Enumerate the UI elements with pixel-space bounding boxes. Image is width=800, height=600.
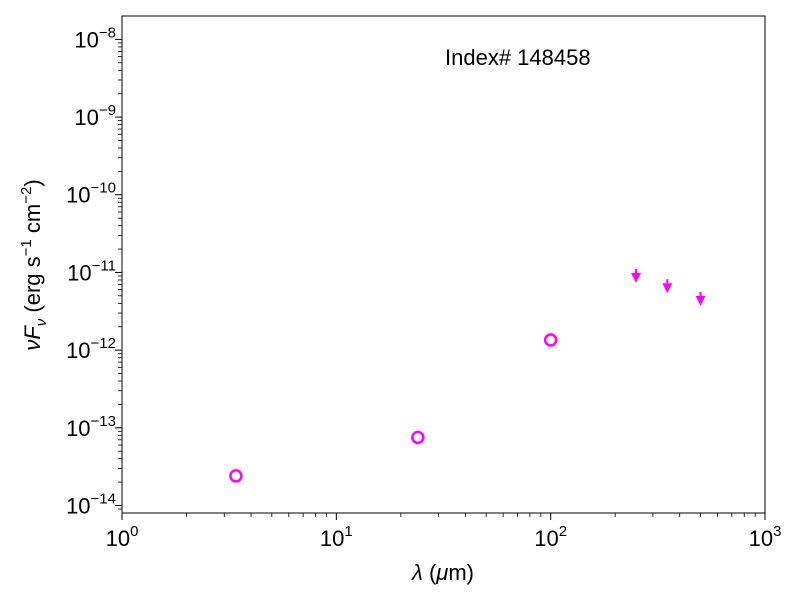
axis-ticks: 100 101 102 103 10−14 10−13 10−12 10−11 10−10 10−… bbox=[66, 24, 781, 551]
y-tick-label: 10−11 bbox=[67, 257, 116, 285]
detection-point bbox=[229, 469, 243, 483]
plot-frame bbox=[121, 15, 766, 514]
chart-annotation: Index# 148458 bbox=[445, 45, 591, 70]
y-tick-label: 10−14 bbox=[66, 490, 116, 518]
x-tick-label: 100 bbox=[106, 523, 139, 551]
y-tick-label: 10−12 bbox=[66, 335, 116, 363]
y-tick-label: 10−8 bbox=[74, 24, 116, 52]
data-marks bbox=[229, 268, 706, 483]
y-tick-label: 10−9 bbox=[74, 102, 116, 130]
x-tick-label: 101 bbox=[320, 523, 353, 551]
y-tick-label: 10−10 bbox=[66, 180, 116, 208]
y-tick-label: 10−13 bbox=[66, 413, 116, 441]
detection-point bbox=[411, 430, 425, 445]
plot-area bbox=[122, 16, 765, 513]
y-axis-label: νFν (erg s−1 cm−2) bbox=[18, 179, 50, 350]
detection-point bbox=[543, 333, 558, 347]
x-axis-label: λ (μm) bbox=[411, 560, 474, 585]
x-tick-label: 102 bbox=[534, 523, 567, 551]
x-tick-label: 103 bbox=[749, 523, 782, 551]
